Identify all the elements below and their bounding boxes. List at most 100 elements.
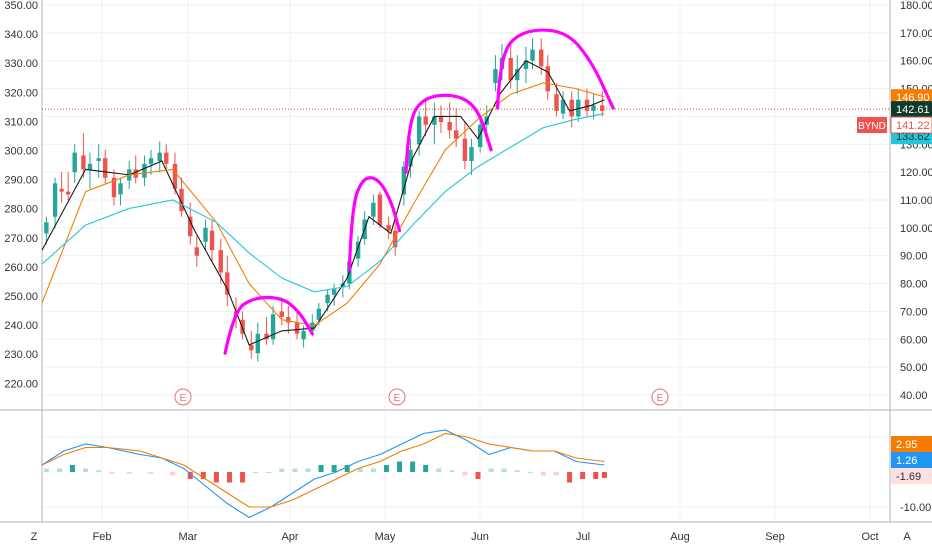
candle-body — [103, 158, 108, 178]
right-axis-label: 50.00 — [900, 362, 928, 374]
candle-body — [264, 333, 269, 340]
right-axis-label: 60.00 — [900, 334, 928, 346]
left-axis-label: 260.00 — [4, 262, 38, 274]
macd-histogram-bar — [383, 465, 389, 472]
right-price-axis[interactable]: 180.00170.00160.00150.00140.00130.00120.… — [900, 0, 932, 402]
macd-histogram-bar — [96, 470, 102, 472]
drawn-arcs — [223, 28, 615, 355]
macd-histogram-bar — [357, 468, 363, 472]
left-axis-label: 280.00 — [4, 204, 38, 216]
ticker-badge-bg — [890, 116, 932, 134]
macd-value-badge: 1.26 — [896, 455, 917, 467]
macd-histogram-bar — [527, 472, 533, 473]
macd-histogram-bar — [540, 472, 546, 476]
annotation-arc — [347, 176, 402, 272]
left-axis-label: 300.00 — [4, 146, 38, 158]
time-axis-label: Apr — [281, 531, 298, 543]
candle-body — [294, 322, 300, 334]
candle-body — [65, 191, 71, 195]
macd-line — [41, 429, 605, 519]
candle-body — [87, 163, 93, 170]
timezone-button[interactable]: Z — [31, 531, 38, 543]
annotation-arc — [496, 28, 615, 110]
macd-histogram-bar — [43, 468, 49, 472]
left-axis-label: 350.00 — [4, 0, 38, 12]
last-price-badge-bg — [891, 101, 932, 118]
time-axis-label: Feb — [93, 531, 112, 543]
earnings-marker-label: E — [180, 393, 187, 404]
right-axis-label: 40.00 — [900, 390, 928, 402]
macd-hist-badge-bg — [891, 468, 932, 484]
moving-average-line — [41, 113, 605, 293]
candle-body — [576, 99, 581, 117]
macd-histogram-bar — [70, 465, 76, 472]
macd-histogram-bar — [331, 465, 337, 472]
macd-histogram-bar — [553, 472, 559, 476]
macd-histogram-bar — [567, 472, 573, 483]
right-axis-label: 70.00 — [900, 306, 928, 318]
candle-body — [301, 330, 306, 340]
macd-histogram-bar — [226, 472, 232, 483]
macd-pane: -10.00 — [41, 429, 931, 519]
ma-long-badge: 133.62 — [896, 131, 930, 143]
time-axis-label: Jul — [576, 531, 590, 543]
candle-body — [462, 138, 468, 161]
left-axis-label: 340.00 — [4, 29, 38, 41]
left-axis-label: 290.00 — [4, 175, 38, 187]
right-axis-label: 160.00 — [900, 56, 932, 68]
candle-body — [523, 60, 529, 70]
candle-body — [331, 289, 337, 295]
left-price-axis[interactable]: 350.00 340.00 330.00 320.00 310.00 300.00 290.… — [4, 0, 38, 390]
macd-histogram-bar — [170, 472, 176, 476]
macd-signal-line — [41, 432, 605, 508]
candle-body — [111, 177, 117, 198]
candle-body — [148, 158, 154, 164]
macd-histogram-bar — [449, 470, 455, 472]
candle-body — [188, 216, 193, 237]
candle-body — [386, 225, 391, 231]
macd-histogram-bar — [305, 468, 311, 472]
moving-averages — [41, 60, 605, 346]
macd-value-badge-bg — [891, 452, 932, 468]
left-axis-label: 270.00 — [4, 233, 38, 245]
macd-histogram-bar — [601, 472, 607, 478]
time-axis[interactable]: Feb Mar Apr May Jun Jul Aug Sep Oct — [93, 531, 879, 543]
candle-body — [72, 152, 77, 173]
candle-body — [423, 116, 428, 125]
right-axis-label: 90.00 — [900, 251, 928, 263]
left-axis-label: 320.00 — [4, 87, 38, 99]
macd-histogram-bar — [148, 472, 154, 474]
macd-histogram-bar — [501, 468, 507, 472]
macd-histogram-bar — [126, 472, 132, 474]
macd-histogram-bar — [266, 472, 272, 473]
grid — [0, 0, 932, 523]
candle-body — [249, 344, 254, 351]
macd-histogram-bar — [56, 468, 62, 472]
candle-body — [539, 49, 544, 67]
macd-histogram-bar — [279, 468, 285, 472]
macd-histogram-bar — [514, 470, 520, 472]
candle-body — [408, 149, 413, 167]
macd-histogram-bar — [410, 461, 416, 472]
macd-histogram-bar — [213, 472, 219, 483]
candle-body — [508, 57, 513, 81]
candle-body — [569, 99, 574, 117]
macd-histogram-bar — [475, 472, 481, 479]
candle-body — [545, 66, 550, 92]
candle-body — [401, 166, 407, 195]
candle-body — [59, 188, 64, 192]
macd-histogram-bar — [397, 461, 403, 472]
candle-body — [584, 99, 590, 111]
time-axis-label: Jun — [471, 531, 489, 543]
annotation-arc — [404, 93, 493, 174]
auto-scale-button[interactable]: A — [903, 531, 911, 543]
macd-histogram-bar — [580, 472, 586, 479]
candle-body — [52, 183, 58, 217]
candle-body — [355, 241, 361, 259]
earnings-marker-label: E — [394, 393, 401, 404]
earnings-marker — [651, 388, 669, 406]
ticker-tag-bg — [857, 117, 887, 134]
